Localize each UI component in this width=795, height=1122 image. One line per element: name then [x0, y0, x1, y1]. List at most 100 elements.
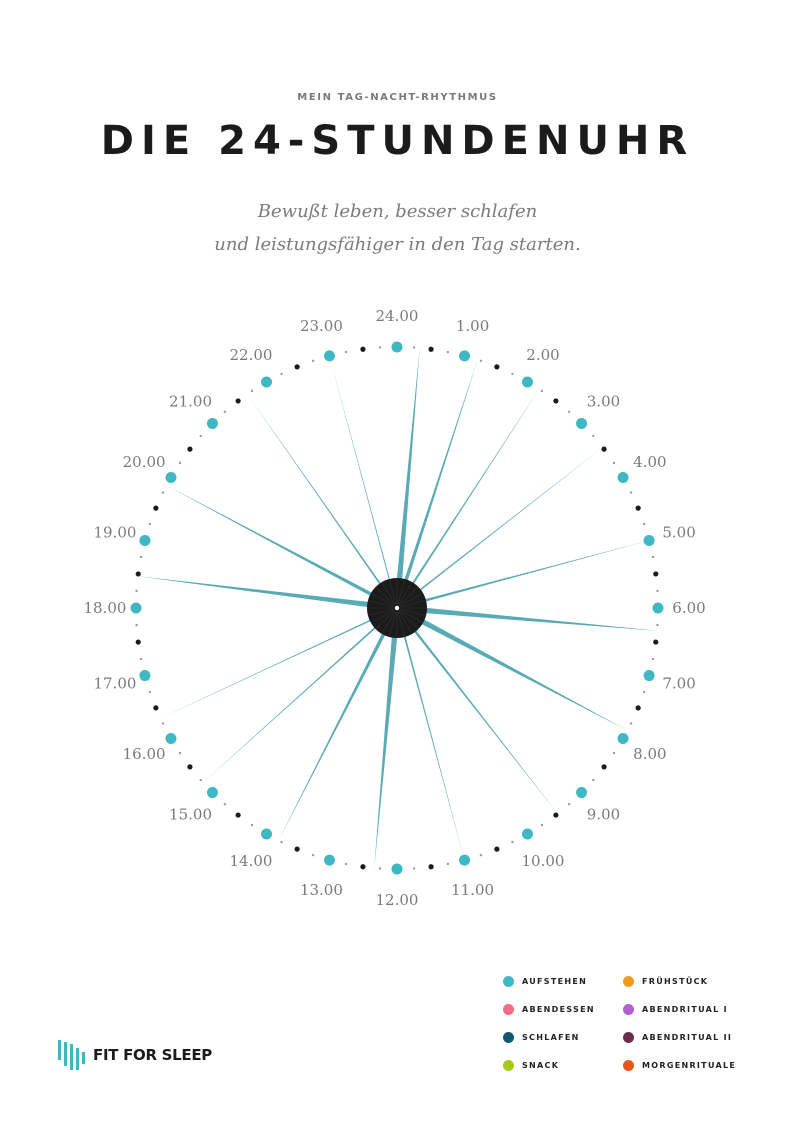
legend-label: ABENDRITUAL II: [642, 1033, 733, 1042]
quarter-hour-dot: [567, 803, 571, 806]
kicker: MEIN TAG-NACHT-RHYTHMUS: [297, 92, 498, 103]
half-hour-dot: [360, 864, 366, 870]
hub-segment-line: [400, 600, 426, 608]
hour-label: 24.00: [376, 307, 419, 325]
legend-item: ABENDESSEN: [503, 1003, 623, 1016]
hub-segment-line: [368, 600, 394, 608]
hub-segment-line: [382, 582, 396, 605]
half-hour-dot: [360, 346, 366, 352]
subtitle-line-1: Bewußt leben, besser schlafen: [257, 201, 538, 222]
hour-label: 3.00: [587, 393, 620, 411]
quarter-hour-dot: [344, 862, 348, 866]
page-title: DIE 24-STUNDENUHR: [100, 118, 695, 164]
half-hour-dot: [635, 505, 641, 511]
hour-label: 14.00: [230, 852, 273, 870]
half-hour-dot: [494, 846, 500, 852]
quarter-hour-dot: [656, 589, 659, 593]
legend-item: ABENDRITUAL I: [623, 1003, 743, 1016]
quarter-hour-dot: [567, 410, 571, 413]
clock-spoke: [374, 607, 400, 870]
hub-segment-line: [400, 609, 423, 623]
hub-segment-line: [368, 608, 394, 616]
quarter-hour-dot: [178, 751, 182, 755]
clock-spoke: [329, 354, 398, 609]
quarter-hour-dot: [511, 840, 514, 844]
hub-segment-line: [399, 587, 418, 606]
hour-dot: [643, 534, 655, 546]
legend-label: SNACK: [522, 1061, 560, 1070]
hour-label: 5.00: [662, 523, 695, 541]
brand-logo: FIT FOR SLEEP: [57, 1038, 212, 1072]
quarter-hour-dot: [629, 491, 633, 494]
half-hour-dot: [294, 846, 300, 852]
legend-label: ABENDRITUAL I: [642, 1005, 728, 1014]
hour-label: 6.00: [672, 599, 705, 617]
hour-label: 21.00: [169, 393, 212, 411]
quarter-hour-dot: [311, 359, 315, 363]
hour-label: 8.00: [633, 745, 666, 763]
quarter-hour-dot: [378, 867, 382, 870]
quarter-hour-dot: [412, 867, 416, 870]
quarter-hour-dot: [148, 522, 152, 526]
legend-color-dot: [503, 1060, 514, 1071]
hour-label: 23.00: [300, 317, 343, 335]
half-hour-dot: [494, 364, 500, 370]
quarter-hour-dot: [161, 722, 165, 725]
hour-dot: [206, 417, 218, 429]
quarter-hour-dot: [446, 862, 450, 866]
clock-spoke: [396, 607, 465, 862]
clock-spoke: [395, 605, 629, 732]
clock-spokes: [136, 346, 659, 870]
hour-dot: [652, 602, 664, 614]
quarter-hour-dot: [223, 410, 227, 413]
half-hour-dot: [601, 446, 607, 452]
half-hour-dot: [428, 864, 434, 870]
clock-spoke: [202, 607, 398, 784]
clock-spoke: [278, 607, 399, 842]
quarter-hour-dot: [199, 778, 202, 782]
subtitle: Bewußt leben, besser schlafen und leistu…: [0, 195, 795, 261]
hub-center-pin: [394, 605, 400, 611]
half-hour-dot: [187, 764, 193, 770]
hour-dot: [206, 787, 218, 799]
legend-color-dot: [503, 1032, 514, 1043]
legend-color-dot: [623, 1004, 634, 1015]
quarter-hour-dot: [592, 434, 595, 438]
legend-color-dot: [623, 976, 634, 987]
hub-segment-line: [400, 608, 426, 616]
clock-spoke: [246, 393, 398, 609]
quarter-hour-dot: [651, 555, 655, 559]
hour-dot: [261, 376, 272, 388]
hour-label: 22.00: [230, 346, 273, 364]
half-hour-dot: [635, 705, 641, 711]
legend-item: FRÜHSTÜCK: [623, 975, 743, 988]
quarter-hour-dot: [629, 722, 633, 725]
clock-ticks: [135, 346, 659, 870]
clock-spoke: [394, 346, 420, 609]
hour-dot: [165, 472, 177, 483]
hour-dot: [139, 534, 151, 546]
quarter-hour-dot: [479, 359, 483, 363]
clock-spoke: [396, 540, 651, 610]
half-hour-dot: [153, 505, 159, 511]
legend-item: MORGENRITUALE: [623, 1059, 743, 1072]
hub-segment-line: [382, 611, 396, 634]
legend-color-dot: [503, 976, 514, 987]
half-hour-dot: [135, 639, 141, 645]
quarter-hour-dot: [250, 823, 254, 827]
half-hour-dot: [135, 571, 141, 577]
hour-dot: [323, 854, 335, 866]
hour-dot: [617, 733, 629, 744]
hub-segment-line: [397, 611, 405, 637]
clock-spoke: [395, 607, 559, 815]
legend-item: SCHLAFEN: [503, 1031, 623, 1044]
hour-label: 12.00: [376, 891, 419, 909]
legend-label: AUFSTEHEN: [522, 977, 588, 986]
hub-segment-line: [371, 609, 394, 623]
hub-segment-line: [376, 587, 395, 606]
half-hour-dot: [653, 639, 659, 645]
legend-label: MORGENRITUALE: [642, 1061, 737, 1070]
quarter-hour-dot: [479, 853, 483, 857]
quarter-hour-dot: [199, 434, 202, 438]
quarter-hour-dot: [378, 346, 382, 349]
